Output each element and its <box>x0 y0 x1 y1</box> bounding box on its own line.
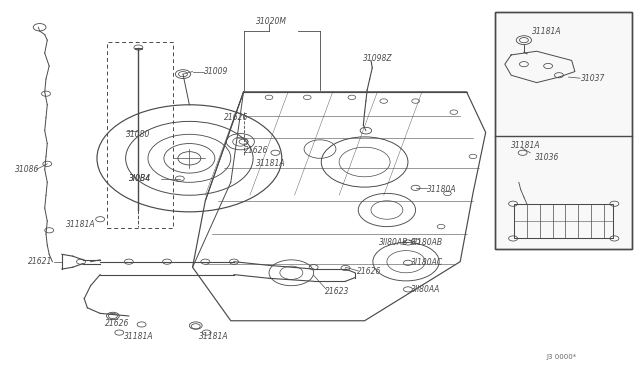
Text: 31098Z: 31098Z <box>364 54 393 63</box>
Text: 21626: 21626 <box>357 267 381 276</box>
Bar <box>106 42 173 228</box>
Text: 31181A: 31181A <box>256 159 286 169</box>
Text: 31037: 31037 <box>581 74 605 83</box>
Text: 31080: 31080 <box>125 130 150 139</box>
Text: 21626: 21626 <box>105 319 130 328</box>
Text: 31086: 31086 <box>15 165 40 174</box>
Text: 31020M: 31020M <box>256 17 287 26</box>
Text: 3l180AB: 3l180AB <box>411 238 444 247</box>
Text: 31181A: 31181A <box>532 27 561 36</box>
Text: 3I0B4: 3I0B4 <box>129 174 151 183</box>
Text: 3ll80AA: 3ll80AA <box>411 285 440 294</box>
Text: 31181A: 31181A <box>511 141 541 150</box>
Text: 21621: 21621 <box>28 257 52 266</box>
Text: 31180A: 31180A <box>427 185 457 194</box>
Text: 31009: 31009 <box>204 67 228 76</box>
Text: J3 0000*: J3 0000* <box>546 353 577 360</box>
Text: 21626: 21626 <box>225 113 249 122</box>
Text: 3ll80AB: 3ll80AB <box>379 238 408 247</box>
Text: 31181A: 31181A <box>124 332 154 341</box>
Bar <box>495 13 632 249</box>
Text: 3l180AC: 3l180AC <box>411 258 444 267</box>
Bar <box>495 13 632 249</box>
Text: 3I0B4: 3I0B4 <box>129 174 151 183</box>
Text: 31181A: 31181A <box>199 332 228 341</box>
Text: 21626: 21626 <box>244 147 268 155</box>
Bar <box>515 205 613 238</box>
Text: 21623: 21623 <box>325 288 349 296</box>
Text: 31036: 31036 <box>536 153 560 162</box>
Text: 31181A: 31181A <box>67 220 96 229</box>
